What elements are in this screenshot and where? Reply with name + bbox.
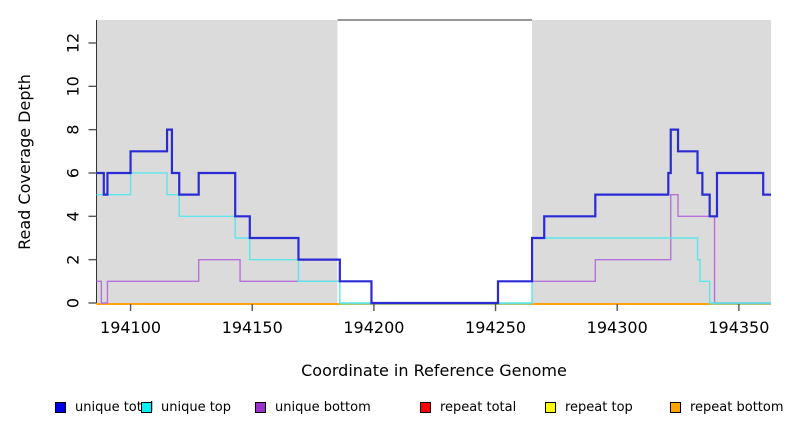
legend-item: repeat top (545, 400, 633, 415)
x-tick-label: 194300 (587, 318, 648, 337)
legend-item: repeat bottom (670, 400, 784, 415)
x-tick-label: 194150 (222, 318, 283, 337)
series-lines (96, 128, 771, 305)
legend-item: unique total (55, 400, 153, 415)
series-unique-total (96, 128, 771, 305)
legend-label: unique total (75, 400, 154, 415)
legend-swatch-icon (670, 402, 681, 413)
legend-item: repeat total (420, 400, 516, 415)
y-axis-title: Read Coverage Depth (15, 74, 34, 250)
legend-label: repeat bottom (690, 400, 784, 415)
legend-label: repeat top (565, 400, 633, 415)
shaded-region (96, 20, 338, 303)
x-axis-title: Coordinate in Reference Genome (301, 361, 567, 380)
axis-x: 194100 194150 194200 194250 194300 194350 (100, 304, 769, 337)
axis-y: 0 2 4 6 8 10 12 (64, 33, 97, 308)
x-tick-label: 194200 (343, 318, 404, 337)
y-tick-label: 8 (64, 125, 83, 135)
x-tick-label: 194250 (465, 318, 526, 337)
coverage-plot: 194100 194150 194200 194250 194300 194350 0 2 4… (15, 19, 771, 380)
y-tick-label: 6 (64, 168, 83, 178)
series-unique-top (96, 172, 771, 304)
legend: unique total unique top unique bottom repea… (0, 397, 792, 427)
legend-swatch-icon (141, 402, 152, 413)
legend-label: repeat total (440, 400, 517, 415)
y-tick-label: 10 (64, 76, 83, 96)
legend-swatch-icon (420, 402, 431, 413)
legend-swatch-icon (55, 402, 66, 413)
y-tick-label: 0 (64, 298, 83, 308)
shaded-regions (96, 20, 771, 303)
legend-label: unique top (161, 400, 232, 415)
y-tick-label: 12 (64, 33, 83, 53)
y-tick-label: 4 (64, 211, 83, 221)
legend-swatch-icon (255, 402, 266, 413)
shaded-region (532, 20, 771, 303)
legend-item: unique top (141, 400, 231, 415)
x-tick-label: 194100 (100, 318, 161, 337)
legend-label: unique bottom (275, 400, 371, 415)
legend-item: unique bottom (255, 400, 371, 415)
x-tick-label: 194350 (708, 318, 769, 337)
y-tick-label: 2 (64, 255, 83, 265)
plot-frame (96, 19, 533, 303)
legend-swatch-icon (545, 402, 556, 413)
